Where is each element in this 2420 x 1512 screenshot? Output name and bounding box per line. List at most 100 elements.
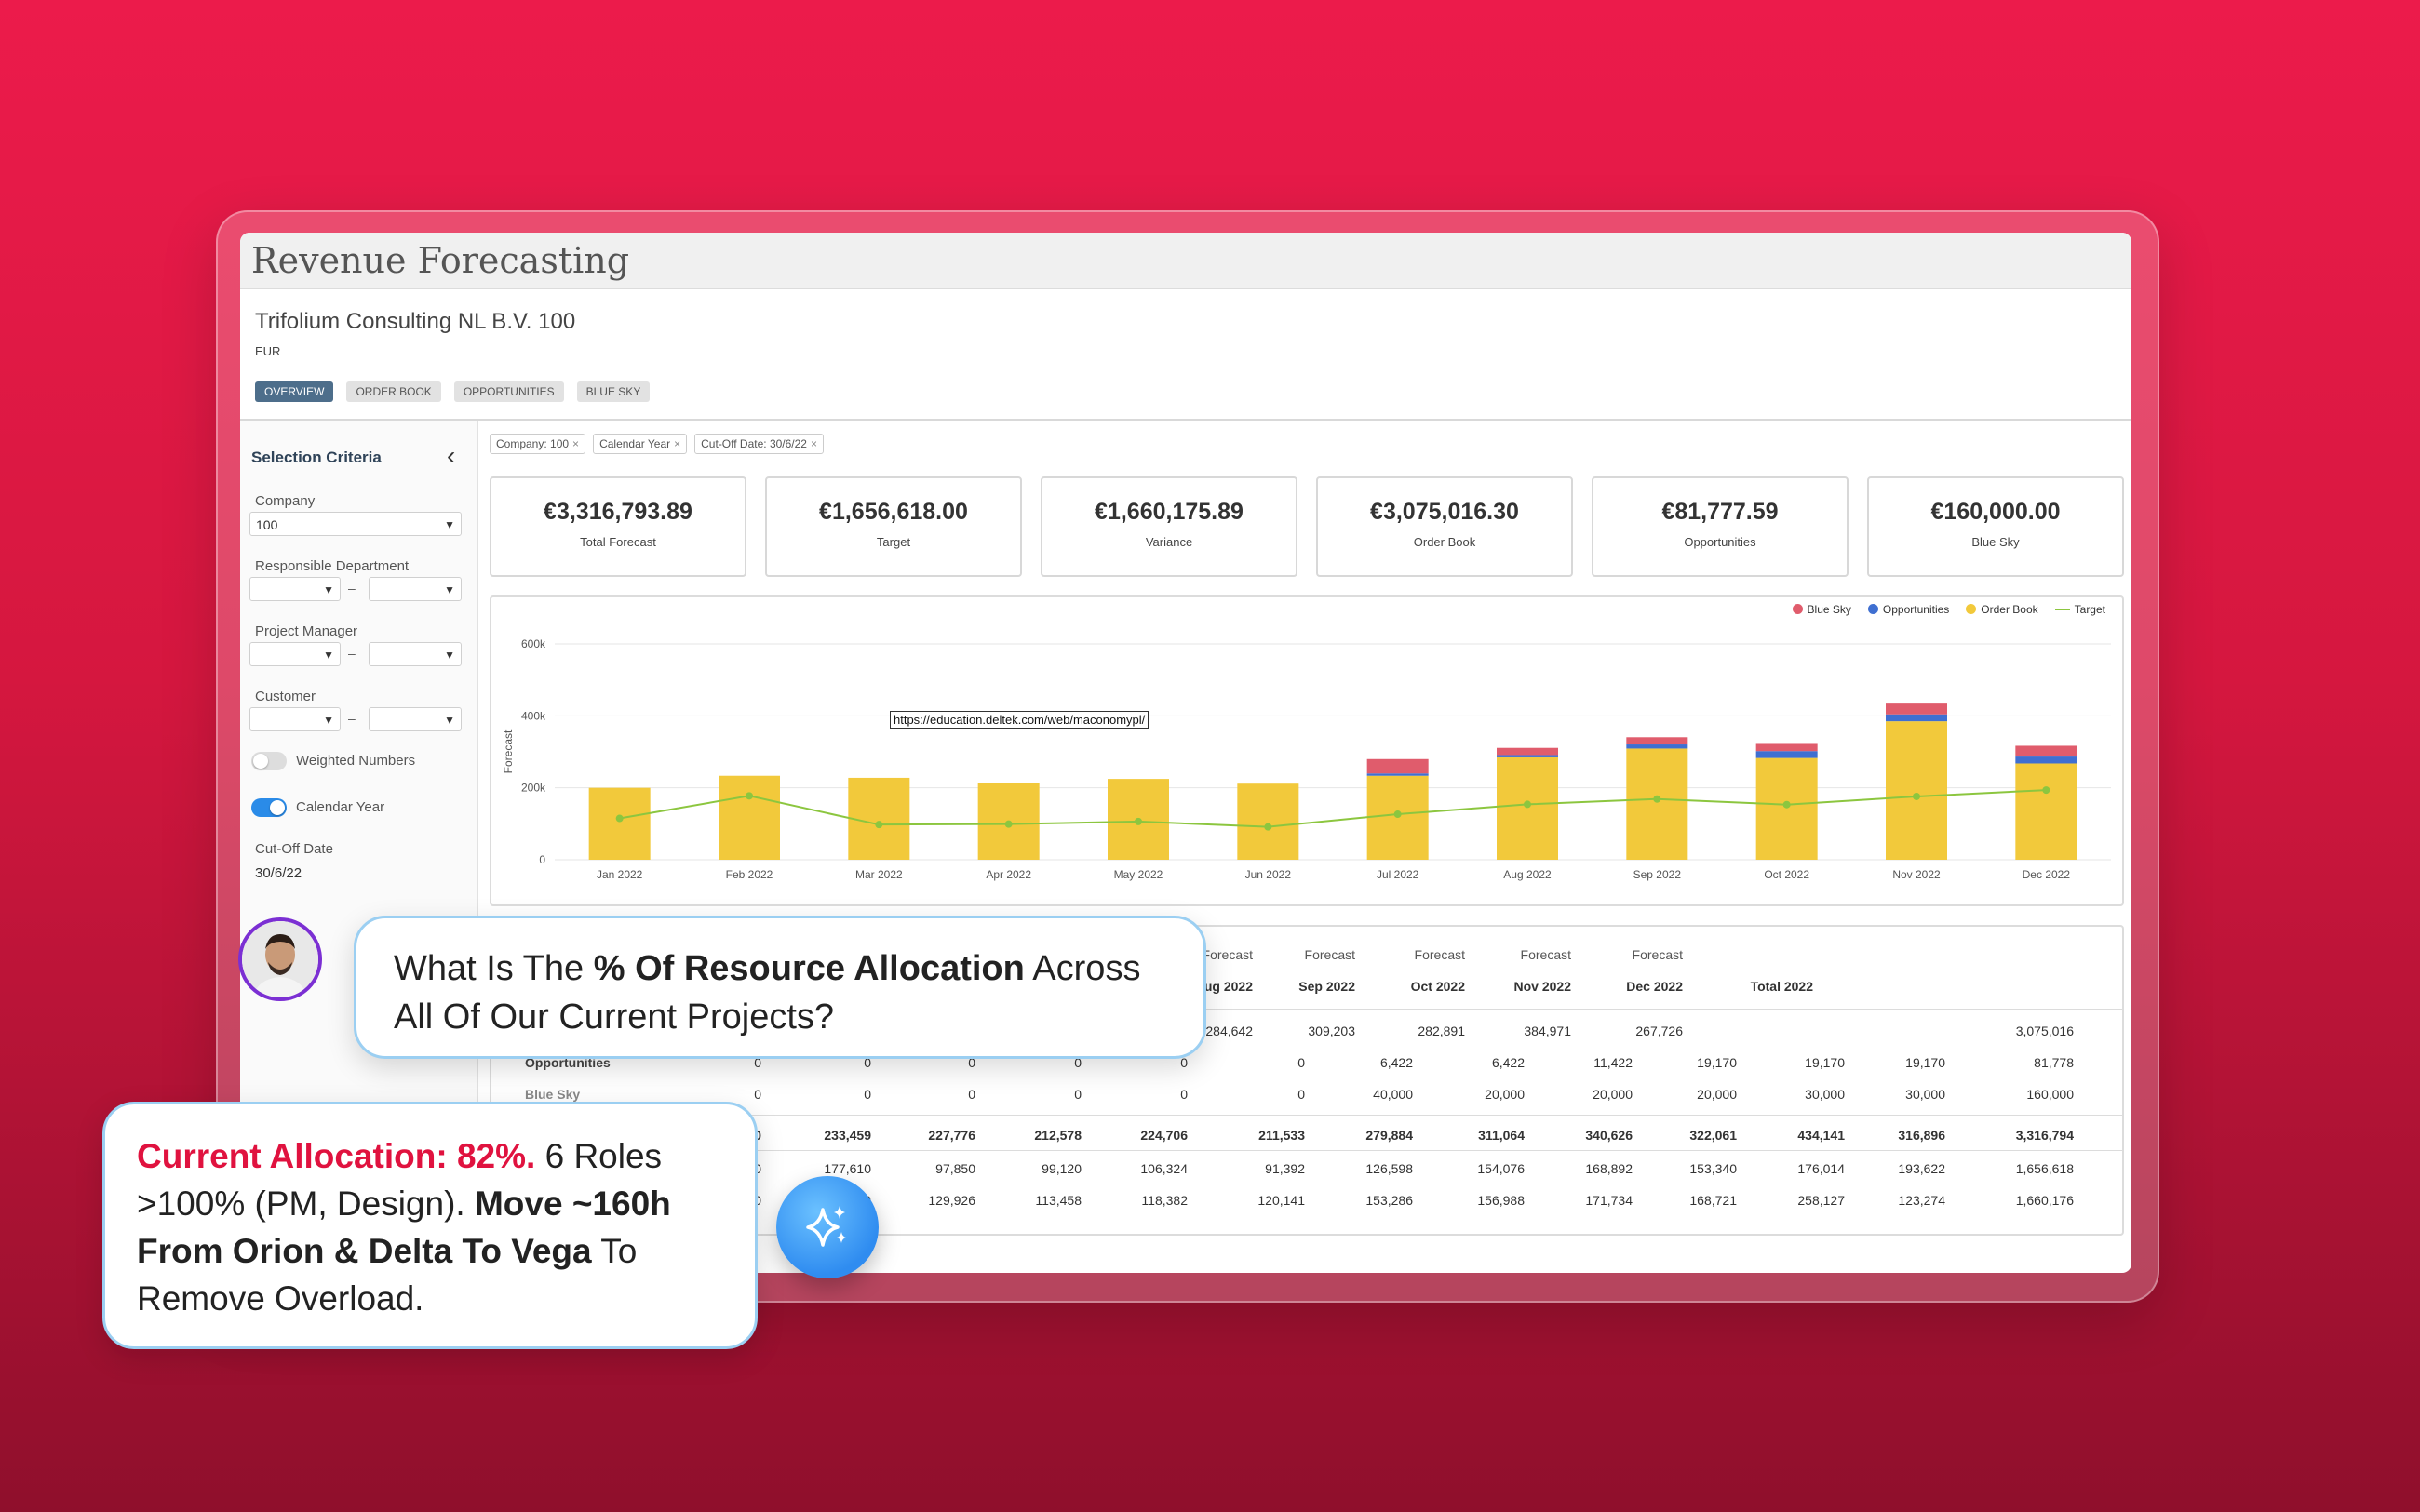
weighted-numbers-toggle[interactable] [251,752,287,770]
bar-opportunities [1497,755,1558,757]
chip-label: Cut-Off Date: 30/6/22 [701,437,807,450]
legend-blue-sky[interactable]: Blue Sky [1792,603,1851,616]
tab-order-book[interactable]: ORDER BOOK [346,381,441,402]
customer-to-select[interactable]: ▼ [369,707,462,731]
table-divider [491,1009,2122,1010]
remove-chip-icon[interactable]: × [572,437,580,450]
legend-target[interactable]: Target [2054,603,2105,616]
table-cell: 212,578 [1034,1128,1082,1143]
target-point [1393,810,1402,819]
bar-order-book [1755,757,1818,860]
answer-accent: Current Allocation: 82%. [137,1137,536,1175]
table-cell: 168,721 [1689,1193,1737,1208]
chart-legend: Blue Sky Opportunities Order Book Target [1792,603,2105,616]
cutoff-date-label: Cut-Off Date [255,841,333,857]
x-tick-label: Apr 2022 [986,868,1031,881]
department-from-select[interactable]: ▼ [249,577,341,601]
column-header: Dec 2022 [1626,979,1683,994]
table-cell: 176,014 [1797,1161,1845,1176]
tab-overview[interactable]: OVERVIEW [255,381,334,402]
range-dash: – [348,646,356,661]
column-header: Oct 2022 [1410,979,1465,994]
company-header: Trifolium Consulting NL B.V. 100 EUR OVE… [240,288,2131,651]
ai-assistant-button[interactable] [776,1176,879,1278]
target-point [1264,823,1272,831]
bar-blue-sky [1886,703,1947,715]
table-cell: 40,000 [1373,1087,1413,1102]
tab-blue-sky[interactable]: BLUE SKY [576,381,651,402]
table-cell: 0 [864,1087,871,1102]
x-tick-label: Jul 2022 [1377,868,1419,881]
target-point [875,821,883,829]
project-manager-to-select[interactable]: ▼ [369,642,462,666]
collapse-chevron-icon[interactable]: ‹ [447,441,456,470]
target-point [1004,820,1013,828]
range-dash: – [348,711,356,726]
kpi-value: €3,316,793.89 [544,499,692,525]
table-cell: 282,891 [1418,1024,1465,1038]
legend-order-book[interactable]: Order Book [1966,603,2038,616]
target-point [1653,795,1661,803]
target-line [619,789,2047,828]
kpi-total-forecast: €3,316,793.89 Total Forecast [490,476,746,577]
kpi-opportunities: €81,777.59 Opportunities [1592,476,1849,577]
x-tick-label: May 2022 [1114,868,1163,881]
chart-canvas: 0 200k 400k 600k Forecast Jan 2022 Feb 2022 Mar… [502,637,2111,881]
customer-label: Customer [255,689,316,704]
table-cell: 0 [968,1055,975,1070]
table-cell: 0 [1074,1055,1082,1070]
department-to-select[interactable]: ▼ [369,577,462,601]
table-cell: 0 [1297,1087,1305,1102]
company-select[interactable]: 100 ▼ [249,512,462,536]
kpi-value: €1,656,618.00 [819,499,968,525]
legend-label: Target [2074,603,2105,616]
table-cell: 211,533 [1258,1128,1305,1143]
target-point [1135,817,1142,825]
filter-chip-company[interactable]: Company: 100 × [490,434,586,454]
filter-chip-cutoff-date[interactable]: Cut-Off Date: 30/6/22 × [694,434,824,454]
dropdown-arrow-icon: ▼ [444,518,455,531]
table-cell: 168,892 [1585,1161,1633,1176]
header-divider [240,419,2131,421]
tab-opportunities[interactable]: OPPORTUNITIES [453,381,564,402]
bar-order-book [2015,763,2077,860]
calendar-year-toggle[interactable] [251,798,287,817]
table-cell: 129,926 [928,1193,975,1208]
dropdown-arrow-icon: ▼ [444,583,455,596]
kpi-target: €1,656,618.00 Target [765,476,1022,577]
bar-order-book [1237,783,1299,860]
x-tick-label: Nov 2022 [1892,868,1941,881]
filter-chip-calendar-year[interactable]: Calendar Year × [593,434,688,454]
column-group-label: Forecast [1632,947,1683,962]
table-cell: 19,170 [1905,1055,1945,1070]
column-header: Total 2022 [1750,979,1813,994]
company-label: Company [255,493,316,509]
table-cell: 340,626 [1585,1128,1633,1143]
legend-opportunities[interactable]: Opportunities [1867,603,1949,616]
legend-label: Blue Sky [1807,603,1851,616]
x-tick-label: Mar 2022 [855,868,903,881]
bar-order-book [848,777,910,860]
dropdown-arrow-icon: ▼ [444,714,455,727]
kpi-label: Target [876,535,911,549]
table-cell: 6,422 [1379,1055,1413,1070]
table-cell: 20,000 [1697,1087,1737,1102]
x-tick-label: Sep 2022 [1634,868,1682,881]
project-manager-from-select[interactable]: ▼ [249,642,341,666]
table-cell: 81,778 [2034,1055,2074,1070]
customer-from-select[interactable]: ▼ [249,707,341,731]
table-cell: 0 [864,1055,871,1070]
remove-chip-icon[interactable]: × [674,437,681,450]
calendar-year-label: Calendar Year [296,799,385,815]
target-point [1782,800,1791,809]
table-cell: 309,203 [1308,1024,1355,1038]
table-cell: 11,422 [1593,1055,1633,1070]
bar-blue-sky [1366,758,1429,774]
kpi-value: €1,660,175.89 [1095,499,1244,525]
kpi-label: Order Book [1413,535,1476,549]
remove-chip-icon[interactable]: × [810,437,817,450]
range-dash: – [348,581,356,595]
dropdown-arrow-icon: ▼ [323,649,334,662]
table-cell: 311,064 [1478,1128,1525,1143]
table-divider [491,1115,2122,1116]
